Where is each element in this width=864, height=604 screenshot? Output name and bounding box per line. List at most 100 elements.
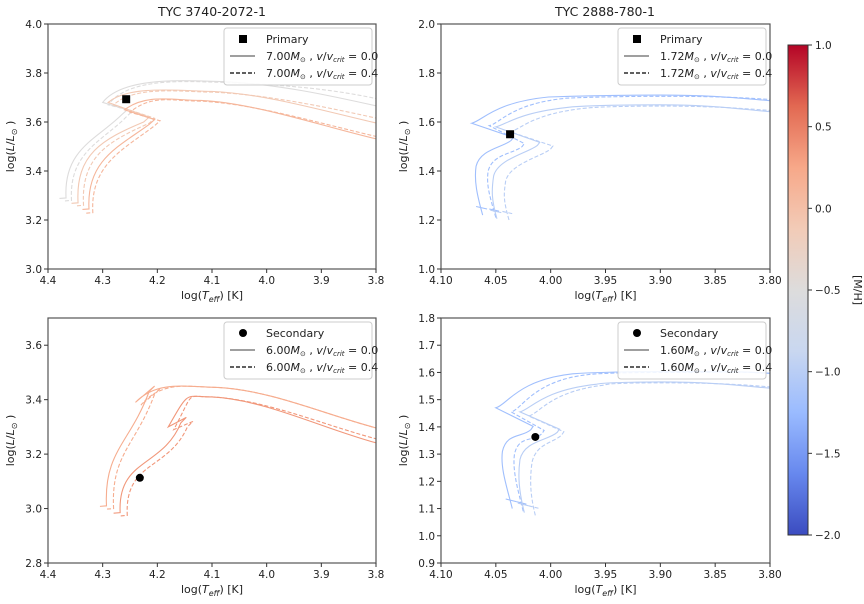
y-tick-label: 3.2 (25, 449, 42, 461)
y-tick-label: 4.0 (25, 19, 42, 31)
panel-bl: 4.4 4.3 4.2 4.1 4.0 3.9 3.8 2.8 3.0 3.2 3.4 3.6 log(… (4, 317, 385, 598)
y-tick-label: 3.0 (25, 504, 42, 516)
star-marker-secondary (135, 473, 144, 482)
x-tick-label: 3.9 (313, 275, 330, 287)
track-solid-mh--0.1 (71, 89, 376, 204)
y-tick-label: 1.6 (418, 367, 435, 379)
x-tick-label: 3.85 (703, 275, 726, 287)
x-tick-label: 4.4 (40, 569, 57, 581)
legend-circle-marker (633, 329, 641, 337)
y-tick-label: 1.0 (418, 531, 435, 543)
track-solid-mh--0.5 (59, 80, 376, 199)
y-tick-label: 1.4 (418, 166, 435, 178)
star-marker-primary (506, 130, 515, 139)
legend-label: 6.00M⊙ , v/vcrit = 0.4 (266, 361, 378, 375)
track-solid-mh-0.35 (113, 395, 376, 514)
x-axis-label: log(Teff) [K] (574, 289, 636, 304)
colorbar-label: [M/H] (851, 275, 864, 305)
x-axis-label: log(Teff) [K] (181, 289, 243, 304)
y-tick-label: 1.2 (418, 476, 435, 488)
x-tick-label: 3.85 (703, 569, 726, 581)
x-tick-label: 4.1 (204, 275, 221, 287)
y-axis-label: log(L/L⊙ ) (4, 415, 19, 467)
panel-title: TYC 2888-780-1 (554, 4, 655, 19)
x-tick-label: 3.90 (649, 569, 672, 581)
y-tick-label: 1.6 (418, 117, 435, 129)
legend-label: 1.72M⊙ , v/vcrit = 0.4 (660, 67, 772, 81)
x-tick-label: 4.2 (149, 275, 166, 287)
colorbar-tick-label: −1.5 (815, 448, 841, 460)
x-tick-label: 3.8 (368, 275, 385, 287)
x-tick-label: 3.9 (313, 569, 330, 581)
colorbar-tick-label: −2.0 (815, 530, 841, 542)
plot-area (494, 371, 770, 516)
star-marker-secondary (531, 432, 540, 441)
star-marker-primary (122, 95, 131, 104)
x-tick-label: 3.8 (368, 569, 385, 581)
x-tick-label: 4.05 (484, 569, 507, 581)
y-tick-label: 3.6 (25, 117, 42, 129)
y-axis-label: log(L/L⊙ ) (397, 415, 412, 467)
panel-br: 4.10 4.05 4.00 3.95 3.90 3.85 3.80 0.9 1.0 1.1 1.2… (397, 313, 782, 598)
y-tick-label: 3.0 (25, 264, 42, 276)
legend-label: Secondary (266, 327, 325, 340)
x-tick-label: 4.3 (94, 275, 111, 287)
legend-square-marker (239, 35, 247, 43)
y-tick-label: 3.4 (25, 395, 42, 407)
x-tick-label: 4.05 (484, 275, 507, 287)
y-tick-label: 1.2 (418, 215, 435, 227)
y-tick-label: 1.8 (418, 313, 435, 325)
x-axis-label: log(Teff) [K] (574, 583, 636, 598)
track-solid-mh--1.2 (469, 94, 770, 216)
track-dashed-mh-0.1 (86, 99, 376, 214)
legend-label: 1.72M⊙ , v/vcrit = 0.0 (660, 50, 772, 64)
legend-label: Secondary (660, 327, 719, 340)
y-tick-label: 3.4 (25, 166, 42, 178)
legend-box (223, 321, 373, 380)
y-tick-label: 2.0 (418, 19, 435, 31)
x-tick-label: 4.1 (204, 569, 221, 581)
x-tick-label: 3.80 (758, 275, 781, 287)
y-axis-label: log(L/L⊙ ) (4, 121, 19, 173)
panel-title: TYC 3740-2072-1 (157, 4, 266, 19)
y-tick-label: 1.0 (418, 264, 435, 276)
track-dashed-mh-0.35 (120, 395, 376, 517)
y-tick-label: 3.8 (25, 68, 42, 80)
legend-square-marker (633, 35, 641, 43)
x-tick-label: 4.10 (429, 275, 452, 287)
legend: Primary 1.72M⊙ , v/vcrit = 0.0 1.72M⊙ , v/… (617, 27, 772, 86)
y-tick-label: 0.9 (418, 558, 435, 570)
colorbar-tick-label: 1.0 (815, 40, 832, 52)
colorbar-tick-label: −0.5 (815, 285, 841, 297)
legend-label: 7.00M⊙ , v/vcrit = 0.0 (266, 50, 378, 64)
legend-label: 6.00M⊙ , v/vcrit = 0.0 (266, 344, 378, 358)
y-tick-label: 3.2 (25, 215, 42, 227)
plot-area (59, 80, 376, 214)
legend-label: 1.60M⊙ , v/vcrit = 0.0 (660, 344, 772, 358)
legend-label: 1.60M⊙ , v/vcrit = 0.4 (660, 361, 772, 375)
plot-area (469, 94, 770, 221)
colorbar-gradient (787, 44, 809, 536)
x-tick-label: 3.90 (649, 275, 672, 287)
legend-box (617, 27, 767, 86)
colorbar-tick-label: 0.5 (815, 122, 832, 134)
legend-label: Primary (266, 33, 309, 46)
legend-box (617, 321, 767, 380)
y-tick-label: 1.1 (418, 504, 435, 516)
legend-box (223, 27, 373, 86)
y-tick-label: 1.3 (418, 449, 435, 461)
legend-circle-marker (239, 329, 247, 337)
y-tick-label: 1.7 (418, 340, 435, 352)
y-tick-label: 3.6 (25, 340, 42, 352)
x-tick-label: 4.00 (539, 275, 562, 287)
x-tick-label: 4.00 (539, 569, 562, 581)
x-tick-label: 3.95 (594, 569, 617, 581)
y-tick-label: 1.8 (418, 68, 435, 80)
y-tick-label: 2.8 (25, 558, 42, 570)
legend-label: Primary (660, 33, 703, 46)
x-tick-label: 4.10 (429, 569, 452, 581)
x-tick-label: 4.0 (258, 569, 275, 581)
panel-tl: TYC 3740-2072-1 4.4 4.3 4.2 4.1 4.0 3.9 3.8 3.0… (4, 4, 384, 304)
track-dashed-mh--0.1 (76, 90, 376, 207)
